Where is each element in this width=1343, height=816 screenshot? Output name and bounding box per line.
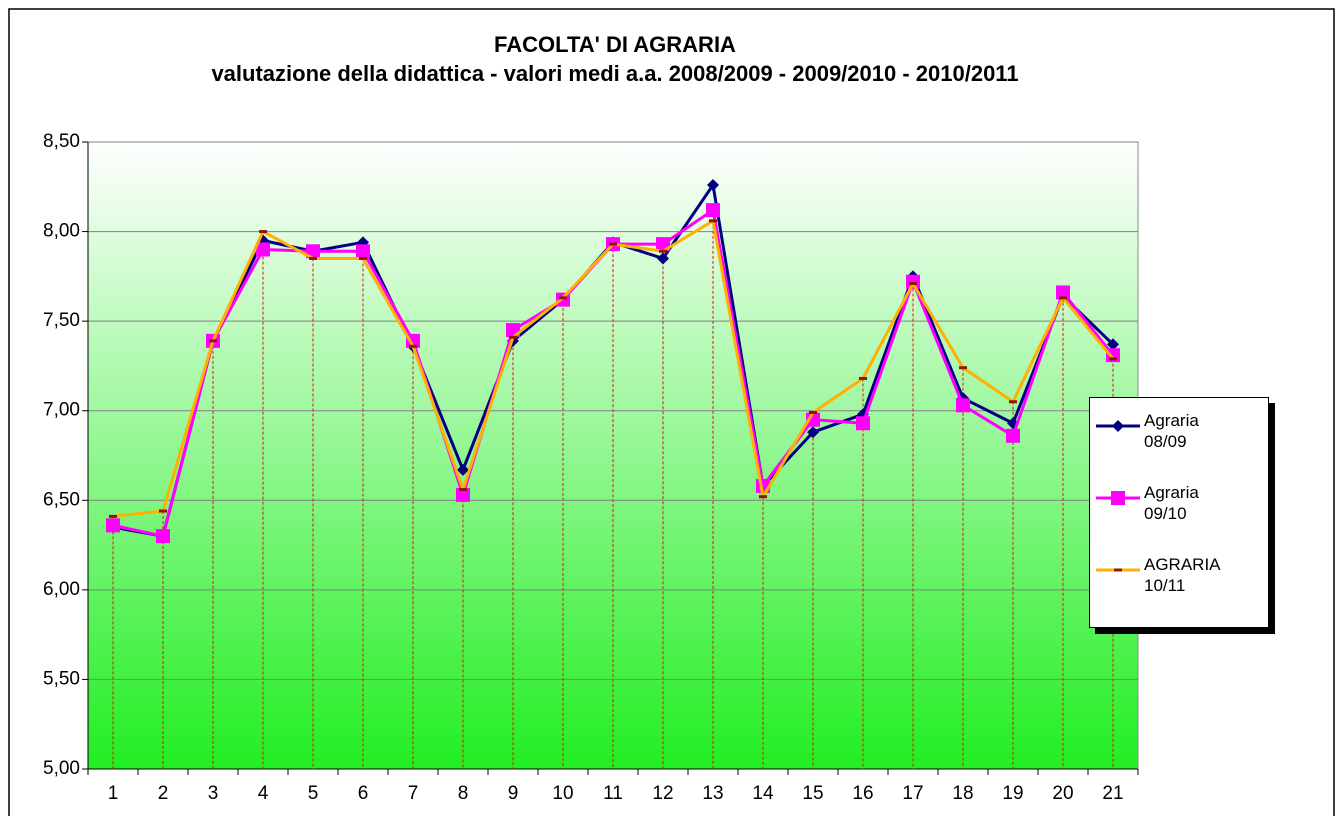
legend-swatch — [1096, 568, 1140, 572]
chart-subtitle: valutazione della didattica - valori med… — [211, 61, 1019, 86]
marker-diamond — [457, 463, 469, 476]
x-tick-label: 13 — [702, 783, 723, 804]
y-tick-label: 5,00 — [43, 758, 80, 779]
y-tick-label: 6,50 — [43, 489, 80, 510]
y-tick-label: 5,50 — [43, 668, 80, 689]
x-tick-label: 16 — [852, 783, 873, 804]
marker-diamond — [807, 426, 819, 439]
marker-square — [256, 242, 270, 257]
legend-swatch — [1096, 491, 1140, 505]
marker-dash — [659, 249, 667, 253]
x-tick-label: 5 — [308, 783, 319, 804]
x-tick-label: 2 — [158, 783, 169, 804]
marker-square — [306, 244, 320, 259]
y-tick-label: 7,50 — [43, 310, 80, 331]
title-block: FACOLTA' DI AGRARIA valutazione della di… — [110, 30, 1120, 88]
marker-square — [956, 398, 970, 413]
marker-square — [906, 274, 920, 289]
marker-dash — [809, 411, 817, 415]
marker-dash — [1059, 296, 1067, 300]
marker-dash — [559, 296, 567, 300]
legend-marker — [1114, 568, 1122, 572]
y-tick-label: 7,00 — [43, 400, 80, 421]
y-tick-label: 6,00 — [43, 579, 80, 600]
x-tick-label: 11 — [603, 783, 623, 804]
x-tick-label: 18 — [952, 783, 973, 804]
y-tick-label: 8,50 — [43, 131, 80, 152]
marker-square — [706, 203, 720, 218]
x-tick-label: 17 — [902, 783, 923, 804]
marker-dash — [709, 219, 717, 223]
legend-item: Agraria 09/10 — [1090, 482, 1268, 532]
marker-diamond — [1107, 338, 1119, 351]
marker-dash — [1109, 357, 1117, 361]
y-tick-label: 8,00 — [43, 221, 80, 242]
marker-square — [456, 487, 470, 502]
marker-dash — [109, 514, 117, 518]
legend-swatch — [1096, 420, 1140, 432]
legend-label: AGRARIA 10/11 — [1144, 555, 1220, 595]
marker-dash — [409, 344, 417, 348]
x-tick-label: 10 — [552, 783, 573, 804]
marker-square — [356, 244, 370, 259]
marker-dash — [909, 282, 917, 286]
x-tick-label: 15 — [802, 783, 823, 804]
marker-dash — [609, 242, 617, 246]
marker-square — [156, 529, 170, 544]
marker-dash — [359, 256, 367, 260]
x-tick-label: 20 — [1052, 783, 1073, 804]
x-tick-label: 1 — [108, 783, 119, 804]
marker-dash — [159, 509, 167, 513]
x-tick-label: 3 — [208, 783, 219, 804]
marker-square — [856, 416, 870, 431]
x-tick-label: 14 — [752, 783, 774, 804]
legend: Agraria 08/09 Agraria 09/10 AGRARIA 10/11 — [1089, 397, 1269, 628]
x-tick-label: 21 — [1102, 783, 1123, 804]
x-tick-label: 12 — [652, 783, 673, 804]
marker-diamond — [707, 178, 719, 191]
legend-marker — [1111, 491, 1125, 505]
marker-dash — [759, 495, 767, 499]
marker-dash — [459, 488, 467, 492]
marker-square — [1006, 428, 1020, 443]
x-tick-label: 9 — [508, 783, 519, 804]
x-tick-label: 7 — [408, 783, 419, 804]
marker-square — [1056, 285, 1070, 300]
marker-dash — [959, 366, 967, 370]
marker-diamond — [657, 252, 669, 265]
legend-label: Agraria 09/10 — [1144, 483, 1199, 523]
x-tick-label: 6 — [358, 783, 369, 804]
x-tick-label: 8 — [458, 783, 469, 804]
legend-item: Agraria 08/09 — [1090, 410, 1268, 460]
x-tick-label: 19 — [1002, 783, 1023, 804]
x-tick-label: 4 — [258, 783, 269, 804]
marker-dash — [859, 376, 867, 380]
marker-square — [106, 518, 120, 533]
legend-item: AGRARIA 10/11 — [1090, 554, 1268, 604]
marker-dash — [509, 335, 517, 339]
marker-dash — [1009, 400, 1017, 404]
marker-dash — [309, 256, 317, 260]
marker-dash — [259, 230, 267, 234]
legend-label: Agraria 08/09 — [1144, 411, 1199, 451]
frame — [8, 8, 1335, 816]
legend-marker — [1112, 420, 1124, 432]
chart-title: FACOLTA' DI AGRARIA — [494, 32, 736, 57]
marker-dash — [209, 339, 217, 343]
